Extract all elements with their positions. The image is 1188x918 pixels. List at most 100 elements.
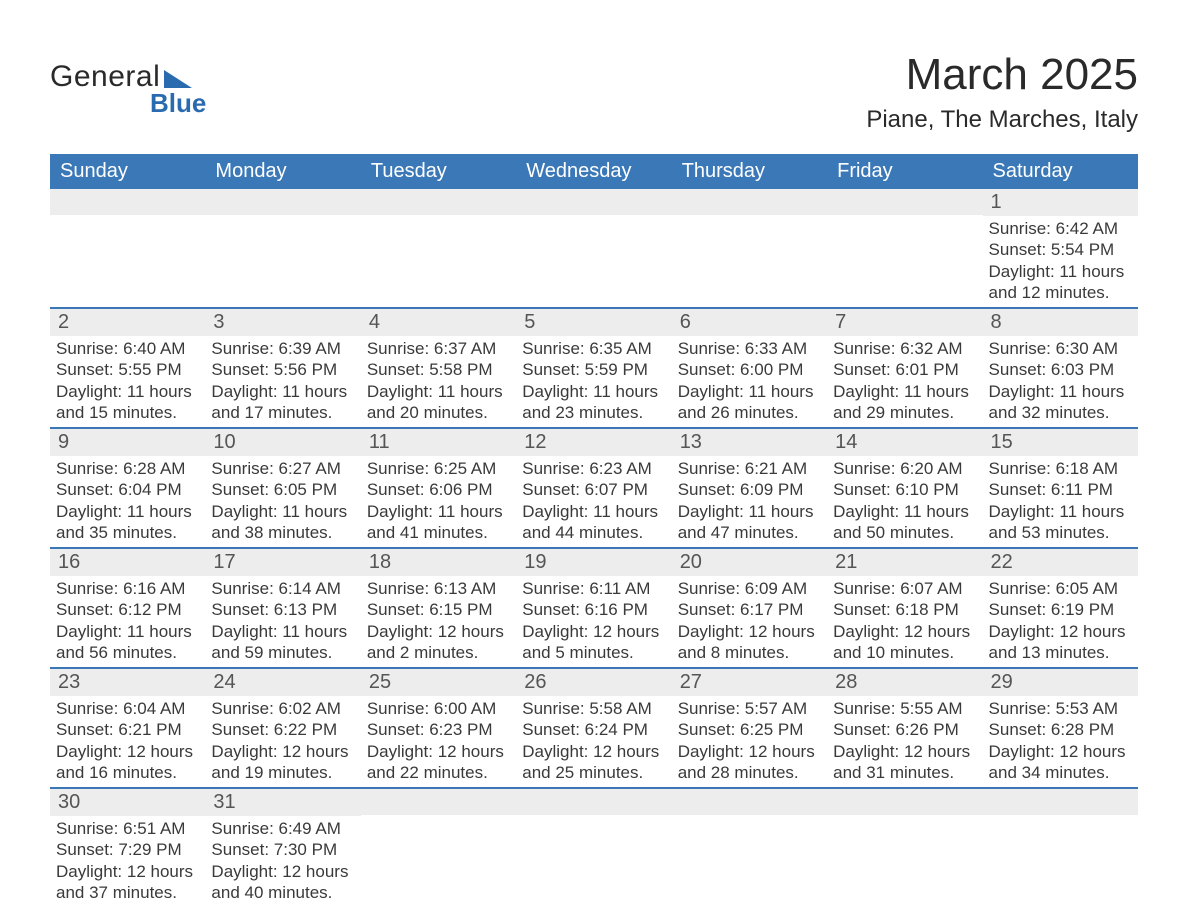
day-number [672, 789, 827, 815]
sunset-text: Sunset: 6:18 PM [833, 599, 976, 620]
daylight-text: Daylight: 11 hours and 47 minutes. [678, 501, 821, 544]
sunrise-text: Sunrise: 5:57 AM [678, 698, 821, 719]
day-number [361, 789, 516, 815]
day-details [361, 215, 516, 221]
day-details [516, 215, 671, 221]
day-details: Sunrise: 6:28 AMSunset: 6:04 PMDaylight:… [50, 456, 205, 547]
sunrise-text: Sunrise: 6:21 AM [678, 458, 821, 479]
sunset-text: Sunset: 6:16 PM [522, 599, 665, 620]
day-details [516, 815, 671, 821]
sunrise-text: Sunrise: 6:32 AM [833, 338, 976, 359]
calendar-day [205, 189, 360, 307]
day-number: 4 [361, 309, 516, 336]
sunrise-text: Sunrise: 6:05 AM [989, 578, 1132, 599]
day-details [361, 815, 516, 821]
day-number: 2 [50, 309, 205, 336]
calendar-day: 4Sunrise: 6:37 AMSunset: 5:58 PMDaylight… [361, 309, 516, 427]
sunset-text: Sunset: 6:21 PM [56, 719, 199, 740]
sunrise-text: Sunrise: 6:16 AM [56, 578, 199, 599]
day-number: 8 [983, 309, 1138, 336]
sunset-text: Sunset: 6:25 PM [678, 719, 821, 740]
header-right: March 2025 Piane, The Marches, Italy [866, 50, 1138, 134]
day-number [827, 789, 982, 815]
calendar-day: 1Sunrise: 6:42 AMSunset: 5:54 PMDaylight… [983, 189, 1138, 307]
day-details: Sunrise: 6:30 AMSunset: 6:03 PMDaylight:… [983, 336, 1138, 427]
daylight-text: Daylight: 11 hours and 53 minutes. [989, 501, 1132, 544]
weekday-label: Saturday [983, 154, 1138, 189]
day-details [205, 215, 360, 221]
sunrise-text: Sunrise: 5:58 AM [522, 698, 665, 719]
day-details [50, 215, 205, 221]
day-details: Sunrise: 6:00 AMSunset: 6:23 PMDaylight:… [361, 696, 516, 787]
day-number: 3 [205, 309, 360, 336]
day-details [672, 815, 827, 821]
day-details [983, 815, 1138, 821]
sunset-text: Sunset: 6:15 PM [367, 599, 510, 620]
calendar-day: 5Sunrise: 6:35 AMSunset: 5:59 PMDaylight… [516, 309, 671, 427]
calendar-body: 1Sunrise: 6:42 AMSunset: 5:54 PMDaylight… [50, 189, 1138, 907]
calendar-day: 29Sunrise: 5:53 AMSunset: 6:28 PMDayligh… [983, 669, 1138, 787]
daylight-text: Daylight: 11 hours and 44 minutes. [522, 501, 665, 544]
daylight-text: Daylight: 11 hours and 26 minutes. [678, 381, 821, 424]
sunrise-text: Sunrise: 5:53 AM [989, 698, 1132, 719]
calendar-day [361, 789, 516, 907]
day-details [672, 215, 827, 221]
day-number: 17 [205, 549, 360, 576]
day-details: Sunrise: 6:42 AMSunset: 5:54 PMDaylight:… [983, 216, 1138, 307]
sunset-text: Sunset: 7:29 PM [56, 839, 199, 860]
calendar-day [827, 189, 982, 307]
day-number: 9 [50, 429, 205, 456]
day-number: 21 [827, 549, 982, 576]
sunset-text: Sunset: 6:01 PM [833, 359, 976, 380]
day-number: 25 [361, 669, 516, 696]
sunrise-text: Sunrise: 6:11 AM [522, 578, 665, 599]
day-number [361, 189, 516, 215]
calendar-day: 24Sunrise: 6:02 AMSunset: 6:22 PMDayligh… [205, 669, 360, 787]
sunset-text: Sunset: 5:55 PM [56, 359, 199, 380]
sunset-text: Sunset: 6:19 PM [989, 599, 1132, 620]
triangle-icon [164, 70, 192, 88]
sunrise-text: Sunrise: 6:33 AM [678, 338, 821, 359]
calendar-day: 26Sunrise: 5:58 AMSunset: 6:24 PMDayligh… [516, 669, 671, 787]
sunset-text: Sunset: 5:59 PM [522, 359, 665, 380]
sunset-text: Sunset: 6:26 PM [833, 719, 976, 740]
day-number: 22 [983, 549, 1138, 576]
sunset-text: Sunset: 6:06 PM [367, 479, 510, 500]
calendar-day: 14Sunrise: 6:20 AMSunset: 6:10 PMDayligh… [827, 429, 982, 547]
daylight-text: Daylight: 11 hours and 12 minutes. [989, 261, 1132, 304]
sunset-text: Sunset: 6:22 PM [211, 719, 354, 740]
sunset-text: Sunset: 6:10 PM [833, 479, 976, 500]
calendar-day: 21Sunrise: 6:07 AMSunset: 6:18 PMDayligh… [827, 549, 982, 667]
sunrise-text: Sunrise: 6:23 AM [522, 458, 665, 479]
daylight-text: Daylight: 12 hours and 5 minutes. [522, 621, 665, 664]
day-number: 10 [205, 429, 360, 456]
header-row: General Blue March 2025 Piane, The March… [50, 50, 1138, 134]
daylight-text: Daylight: 11 hours and 29 minutes. [833, 381, 976, 424]
sunset-text: Sunset: 6:24 PM [522, 719, 665, 740]
day-number: 14 [827, 429, 982, 456]
day-number: 27 [672, 669, 827, 696]
calendar-day: 18Sunrise: 6:13 AMSunset: 6:15 PMDayligh… [361, 549, 516, 667]
calendar-week: 30Sunrise: 6:51 AMSunset: 7:29 PMDayligh… [50, 787, 1138, 907]
day-number: 5 [516, 309, 671, 336]
daylight-text: Daylight: 11 hours and 17 minutes. [211, 381, 354, 424]
day-number: 19 [516, 549, 671, 576]
day-details: Sunrise: 6:32 AMSunset: 6:01 PMDaylight:… [827, 336, 982, 427]
day-details: Sunrise: 6:21 AMSunset: 6:09 PMDaylight:… [672, 456, 827, 547]
calendar-day: 15Sunrise: 6:18 AMSunset: 6:11 PMDayligh… [983, 429, 1138, 547]
day-number: 1 [983, 189, 1138, 216]
day-number: 6 [672, 309, 827, 336]
day-details: Sunrise: 6:49 AMSunset: 7:30 PMDaylight:… [205, 816, 360, 907]
sunrise-text: Sunrise: 6:40 AM [56, 338, 199, 359]
calendar-week: 16Sunrise: 6:16 AMSunset: 6:12 PMDayligh… [50, 547, 1138, 667]
calendar-day: 13Sunrise: 6:21 AMSunset: 6:09 PMDayligh… [672, 429, 827, 547]
daylight-text: Daylight: 11 hours and 20 minutes. [367, 381, 510, 424]
daylight-text: Daylight: 11 hours and 32 minutes. [989, 381, 1132, 424]
calendar-day: 3Sunrise: 6:39 AMSunset: 5:56 PMDaylight… [205, 309, 360, 427]
sunset-text: Sunset: 6:11 PM [989, 479, 1132, 500]
day-number: 7 [827, 309, 982, 336]
sunset-text: Sunset: 6:12 PM [56, 599, 199, 620]
daylight-text: Daylight: 12 hours and 10 minutes. [833, 621, 976, 664]
calendar-day: 7Sunrise: 6:32 AMSunset: 6:01 PMDaylight… [827, 309, 982, 427]
sunrise-text: Sunrise: 6:04 AM [56, 698, 199, 719]
